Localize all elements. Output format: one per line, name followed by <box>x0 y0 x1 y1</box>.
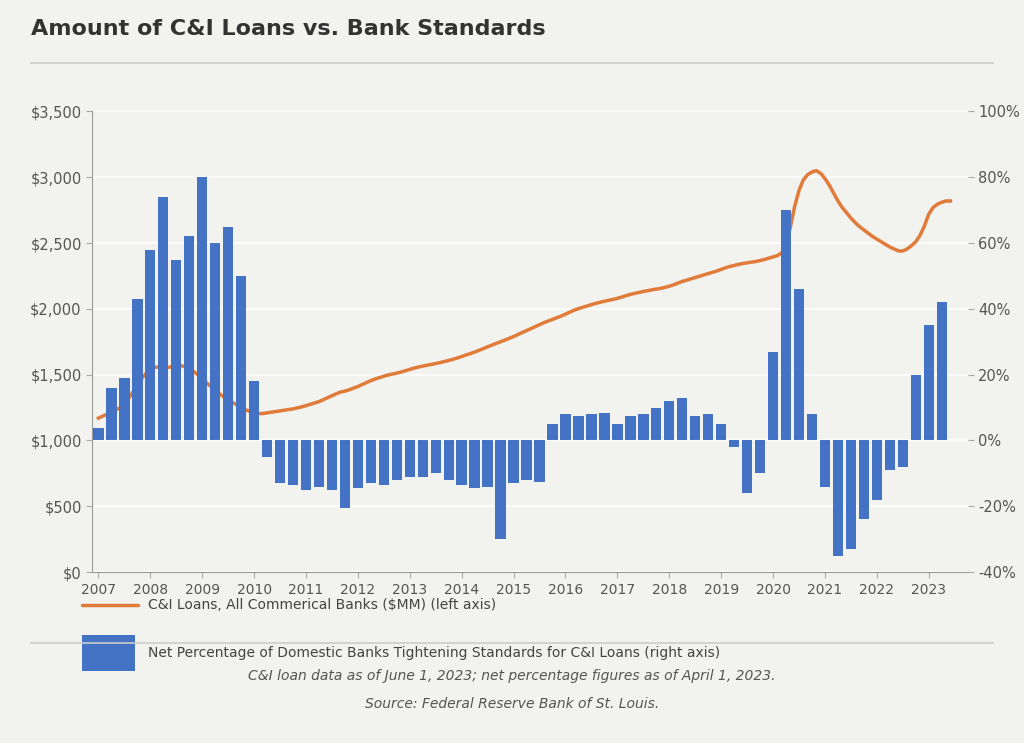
Bar <box>457 441 467 485</box>
Bar <box>871 441 882 500</box>
Bar <box>599 412 609 441</box>
Bar <box>391 441 402 480</box>
Bar <box>729 441 739 447</box>
Bar <box>547 424 558 441</box>
Bar <box>885 441 895 470</box>
Bar <box>755 441 765 473</box>
Bar <box>535 441 545 481</box>
Bar <box>898 441 908 467</box>
Bar <box>418 441 428 477</box>
Bar <box>132 299 142 441</box>
Bar <box>703 414 714 441</box>
Bar <box>496 441 506 539</box>
Bar <box>443 441 454 480</box>
Bar <box>236 276 247 441</box>
Bar <box>274 441 286 483</box>
Bar <box>781 210 792 441</box>
Bar <box>301 441 311 490</box>
Bar <box>521 441 531 480</box>
Bar <box>677 398 687 441</box>
Bar <box>93 428 103 441</box>
Bar <box>469 441 480 488</box>
Text: Amount of C&I Loans vs. Bank Standards: Amount of C&I Loans vs. Bank Standards <box>31 19 546 39</box>
Bar <box>210 243 220 441</box>
Text: Net Percentage of Domestic Banks Tightening Standards for C&I Loans (right axis): Net Percentage of Domestic Banks Tighten… <box>148 646 721 660</box>
Bar <box>626 416 636 441</box>
Text: C&I Loans, All Commerical Banks ($MM) (left axis): C&I Loans, All Commerical Banks ($MM) (l… <box>148 598 497 612</box>
Bar <box>171 259 181 441</box>
Bar <box>859 441 869 519</box>
Bar <box>340 441 350 508</box>
Bar <box>690 416 700 441</box>
Bar <box>184 236 195 441</box>
Bar <box>327 441 337 490</box>
Bar <box>313 441 325 487</box>
Bar <box>366 441 376 483</box>
FancyBboxPatch shape <box>82 635 135 672</box>
Bar <box>288 441 298 485</box>
Bar <box>742 441 753 493</box>
Bar <box>937 302 947 441</box>
Bar <box>379 441 389 485</box>
Bar <box>846 441 856 549</box>
Bar <box>482 441 493 487</box>
Bar <box>638 414 648 441</box>
Bar <box>106 388 117 441</box>
Bar <box>560 414 570 441</box>
Bar <box>665 401 675 441</box>
Bar <box>820 441 830 487</box>
Bar <box>768 351 778 441</box>
Bar <box>612 424 623 441</box>
Bar <box>249 381 259 441</box>
Bar <box>145 250 156 441</box>
Bar <box>197 178 208 441</box>
Text: Source: Federal Reserve Bank of St. Louis.: Source: Federal Reserve Bank of St. Loui… <box>365 697 659 711</box>
Bar <box>352 441 364 488</box>
Bar <box>573 416 584 441</box>
Bar <box>716 424 726 441</box>
Bar <box>586 414 597 441</box>
Bar <box>404 441 415 477</box>
Bar <box>794 289 804 441</box>
Bar <box>508 441 519 483</box>
Bar <box>158 197 169 441</box>
Bar <box>807 414 817 441</box>
Bar <box>262 441 272 457</box>
Bar <box>430 441 441 473</box>
Text: C&I loan data as of June 1, 2023; net percentage figures as of April 1, 2023.: C&I loan data as of June 1, 2023; net pe… <box>248 669 776 683</box>
Bar <box>833 441 843 556</box>
Bar <box>223 227 233 441</box>
Bar <box>924 325 934 441</box>
Bar <box>651 408 662 441</box>
Bar <box>910 374 921 441</box>
Bar <box>119 378 129 441</box>
